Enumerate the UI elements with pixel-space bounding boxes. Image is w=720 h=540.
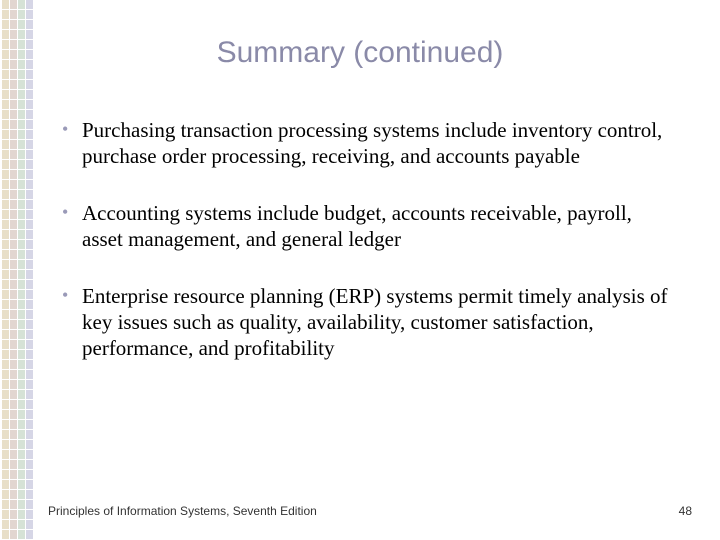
slide-body: Purchasing transaction processing system… bbox=[60, 118, 670, 393]
slide: Summary (continued) Purchasing transacti… bbox=[0, 0, 720, 540]
deco-column bbox=[10, 0, 17, 540]
bullet-item: Purchasing transaction processing system… bbox=[60, 118, 670, 169]
bullet-list: Purchasing transaction processing system… bbox=[60, 118, 670, 361]
deco-column bbox=[18, 0, 25, 540]
bullet-item: Enterprise resource planning (ERP) syste… bbox=[60, 284, 670, 361]
slide-title: Summary (continued) bbox=[0, 36, 720, 70]
left-decoration bbox=[0, 0, 36, 540]
footer-left: Principles of Information Systems, Seven… bbox=[48, 504, 317, 518]
bullet-item: Accounting systems include budget, accou… bbox=[60, 201, 670, 252]
page-number: 48 bbox=[679, 504, 692, 518]
deco-column bbox=[26, 0, 33, 540]
deco-column bbox=[2, 0, 9, 540]
